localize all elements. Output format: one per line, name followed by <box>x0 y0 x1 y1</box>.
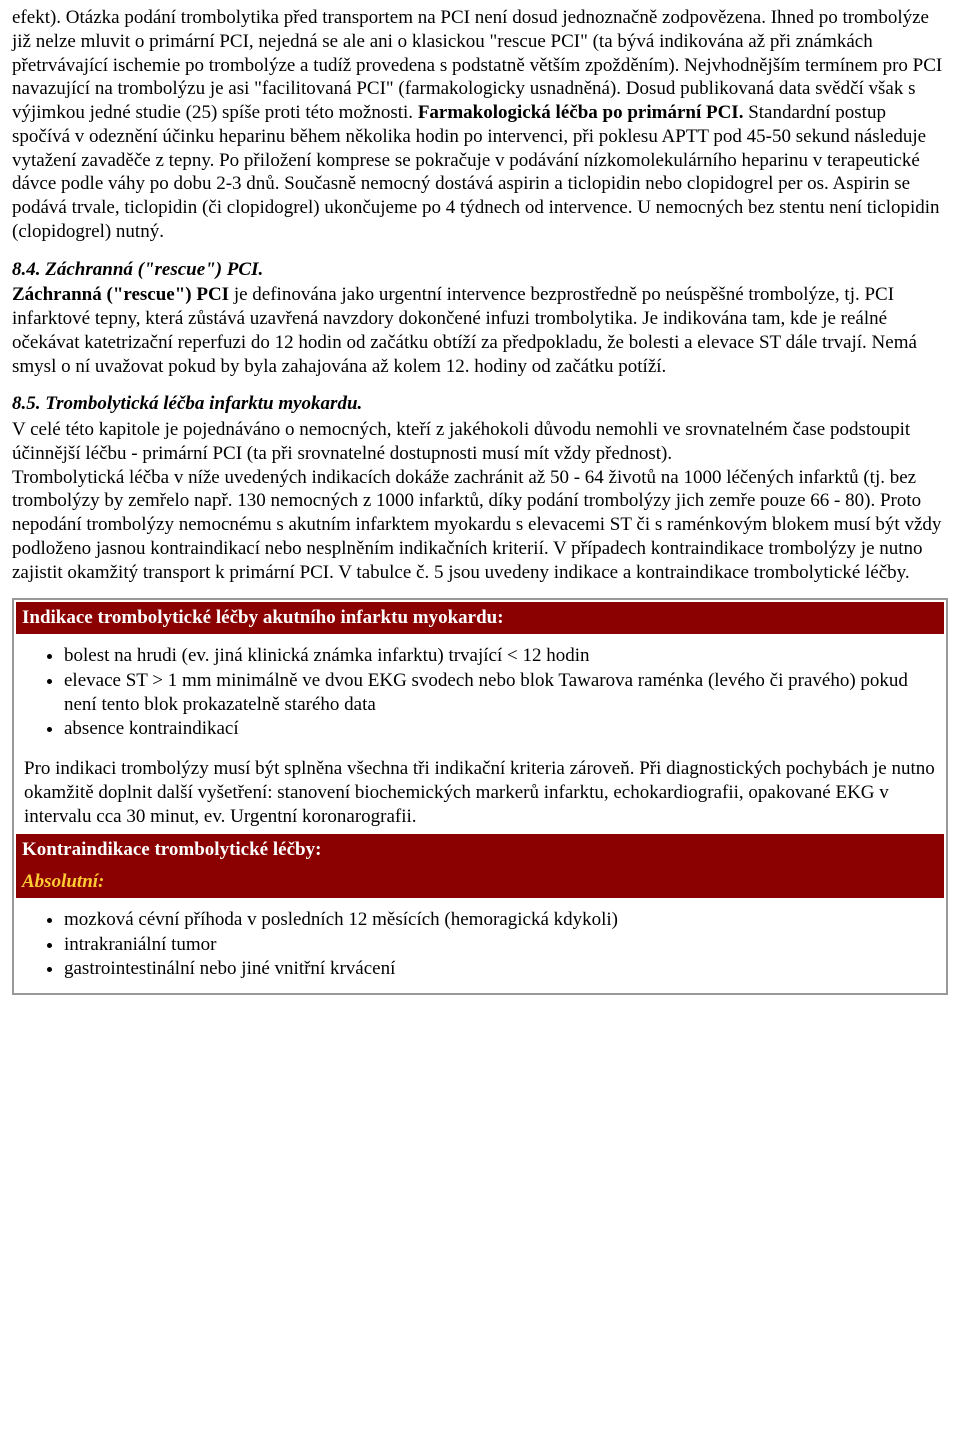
paragraph-8-5a: V celé této kapitole je pojednáváno o ne… <box>12 418 948 466</box>
absolute-cell: mozková cévní příhoda v posledních 12 mě… <box>16 898 944 991</box>
list-item: intrakraniální tumor <box>64 933 936 957</box>
para1-bold: Farmakologická léčba po primární PCI. <box>418 102 744 123</box>
para84-bold: Záchranná ("rescue") PCI <box>12 284 229 305</box>
indications-cell: bolest na hrudi (ev. jiná klinická známk… <box>16 634 944 751</box>
list-item: gastrointestinální nebo jiné vnitřní krv… <box>64 957 936 981</box>
absolute-list: mozková cévní příhoda v posledních 12 mě… <box>24 908 936 981</box>
list-item: bolest na hrudi (ev. jiná klinická známk… <box>64 644 936 668</box>
heading-8-4: 8.4. Záchranná ("rescue") PCI. <box>12 258 948 282</box>
list-item: elevace ST > 1 mm minimálně ve dvou EKG … <box>64 669 936 717</box>
list-item: absence kontraindikací <box>64 717 936 741</box>
table-header-contra: Kontraindikace trombolytické léčby: <box>16 834 944 866</box>
indications-list: bolest na hrudi (ev. jiná klinická známk… <box>24 644 936 741</box>
table-sub-absolute: Absolutní: <box>16 866 944 898</box>
table-header-indications: Indikace trombolytické léčby akutního in… <box>16 602 944 634</box>
indication-table: Indikace trombolytické léčby akutního in… <box>12 598 948 995</box>
paragraph-8-5b: Trombolytická léčba v níže uvedených ind… <box>12 466 948 585</box>
indications-note: Pro indikaci trombolýzy musí být splněna… <box>16 751 944 834</box>
paragraph-intro: efekt). Otázka podání trombolytika před … <box>12 6 948 244</box>
paragraph-8-4: Záchranná ("rescue") PCI je definována j… <box>12 283 948 378</box>
list-item: mozková cévní příhoda v posledních 12 mě… <box>64 908 936 932</box>
heading-8-5: 8.5. Trombolytická léčba infarktu myokar… <box>12 392 948 416</box>
